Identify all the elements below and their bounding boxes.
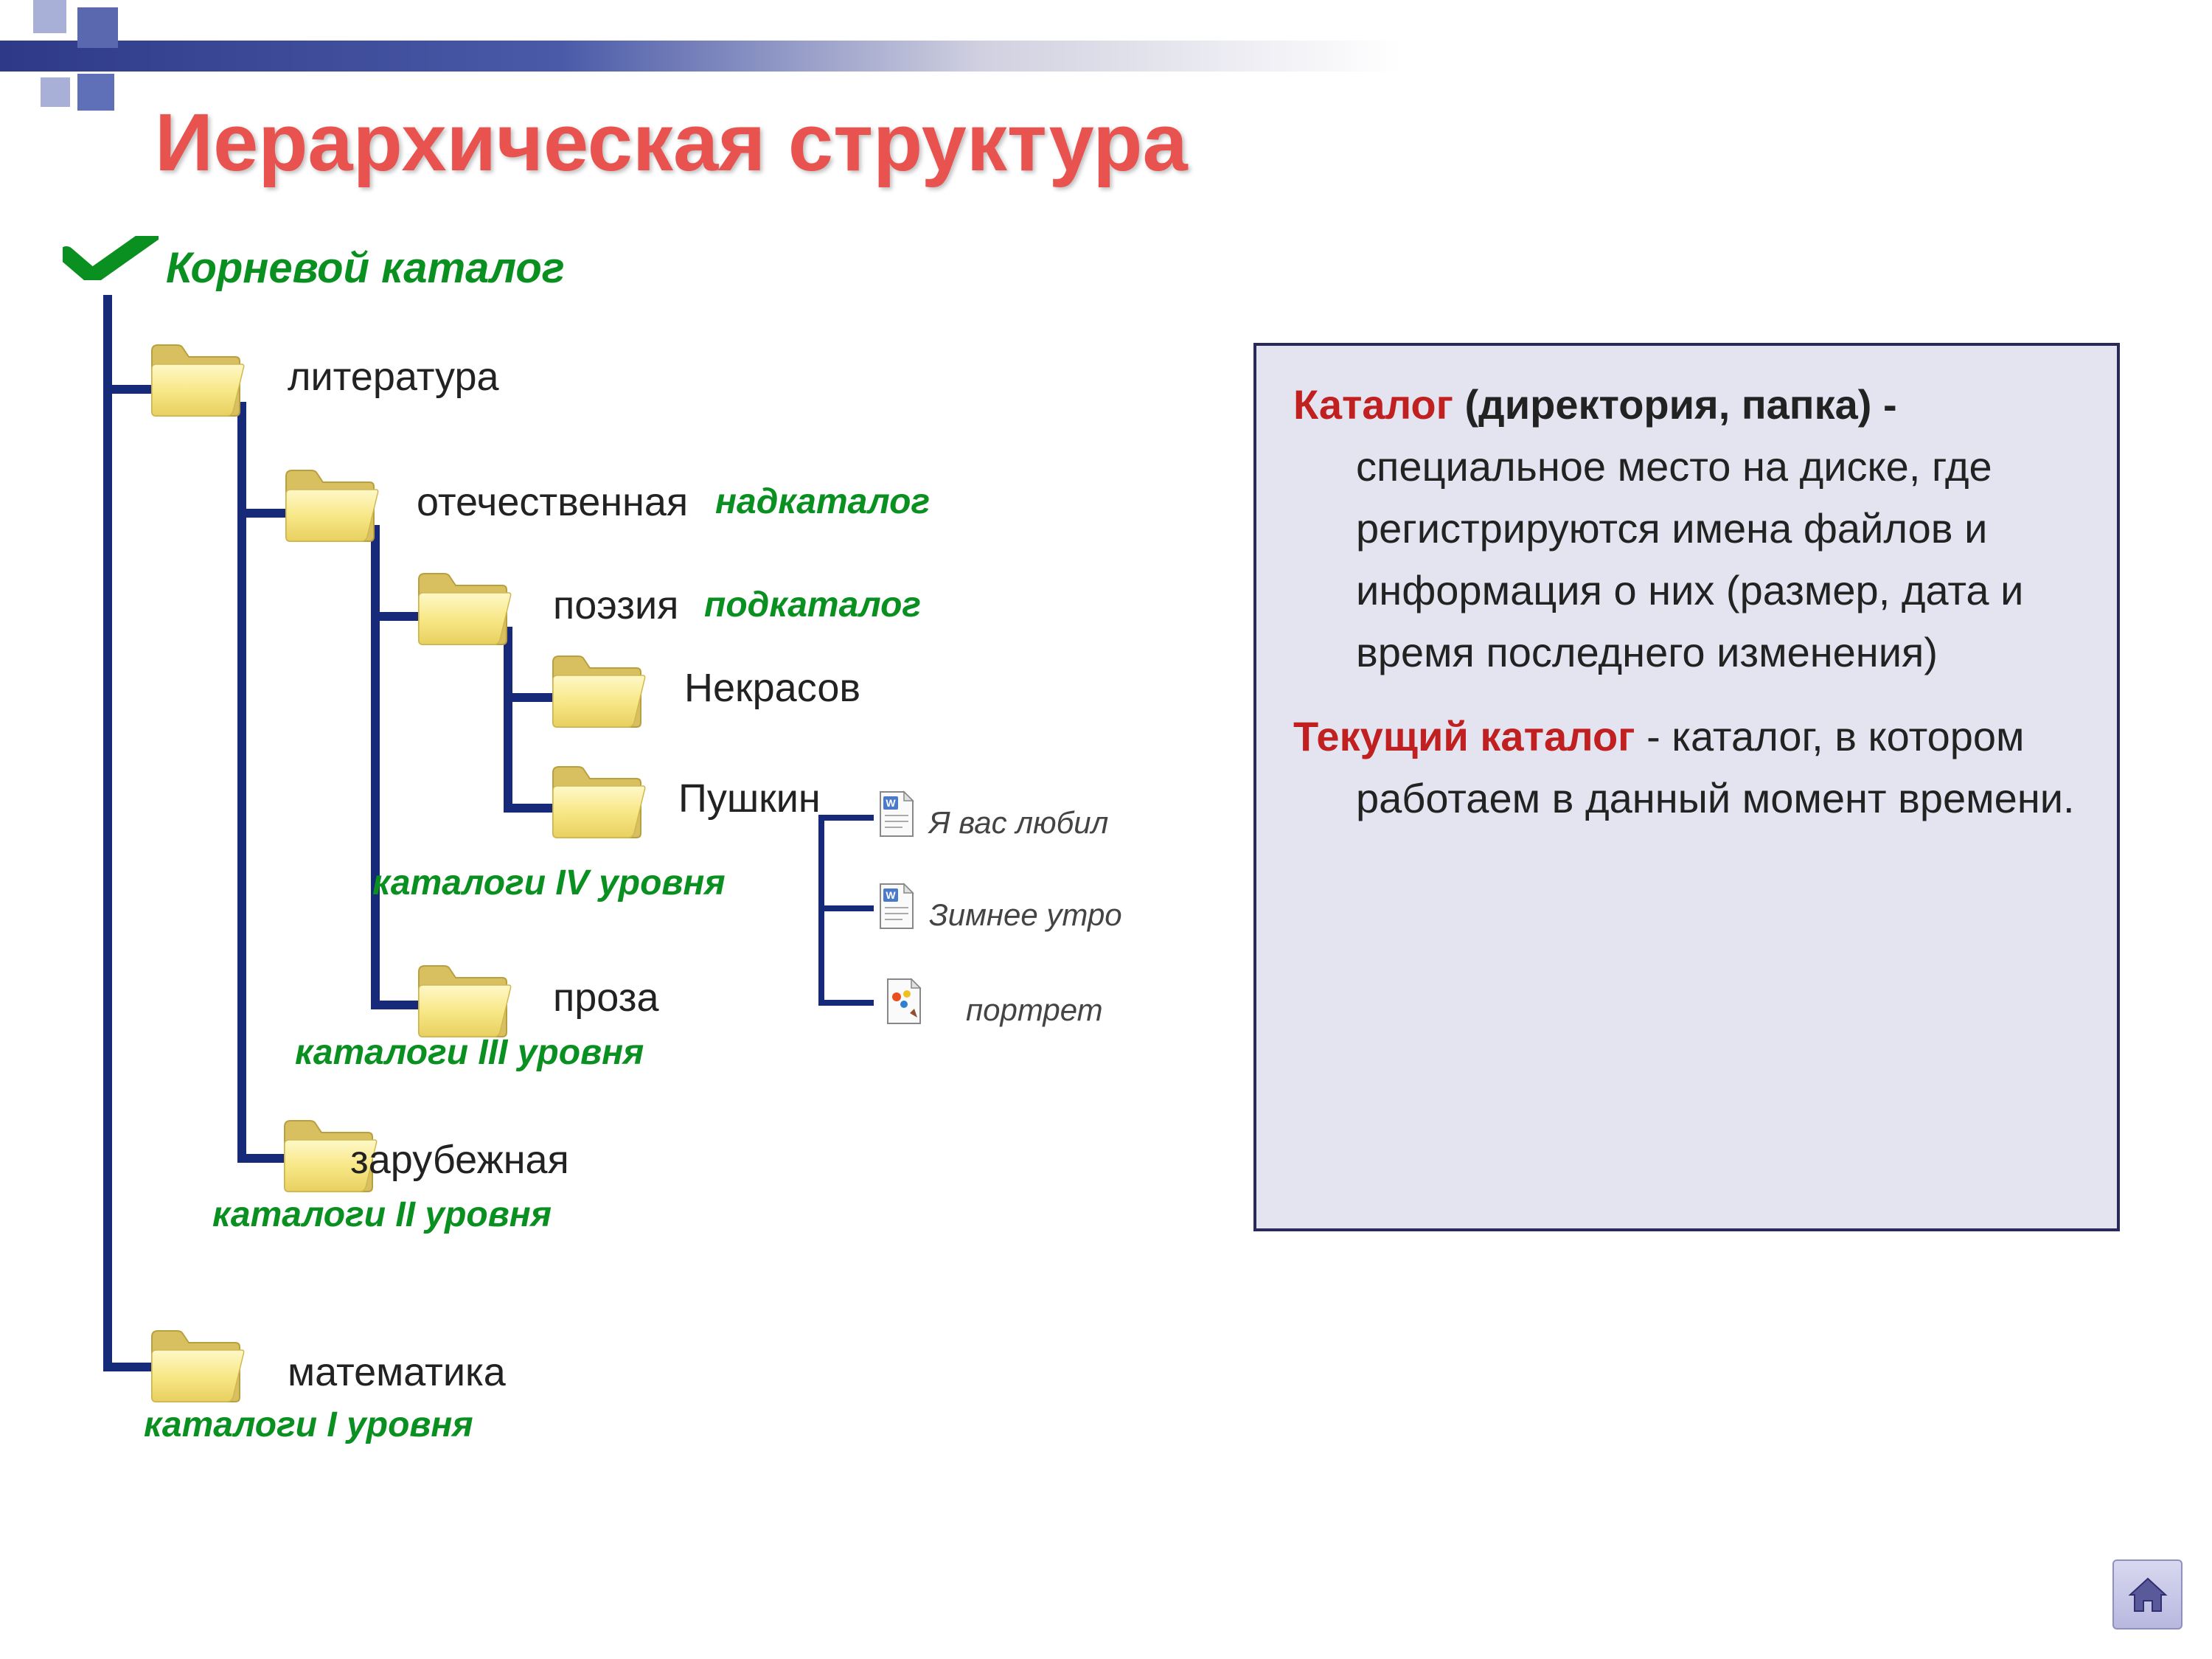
tree-line [818, 1000, 874, 1006]
definition-current-catalog: Текущий каталог - каталог, в котором раб… [1293, 706, 2080, 830]
tree-line [818, 905, 874, 911]
term-current: Текущий каталог [1293, 713, 1635, 759]
folder-label-domestic: отечественная [417, 479, 688, 525]
folder-poetry [413, 566, 512, 647]
file-loved: W [876, 790, 917, 839]
tree-line [371, 525, 380, 1008]
folder-literature [146, 338, 246, 419]
folder-label-nekrasov: Некрасов [684, 665, 860, 711]
folder-label-foreign: зарубежная [350, 1137, 569, 1183]
folder-label-math: математика [288, 1349, 506, 1395]
folder-label-pushkin: Пушкин [678, 776, 821, 821]
tree-line [103, 295, 112, 1371]
folder-math [146, 1324, 246, 1405]
annotation-4: каталоги II уровня [212, 1194, 552, 1235]
folder-label-literature: литература [288, 354, 499, 400]
file-label-morning: Зимнее утро [929, 897, 1122, 933]
annotation-3: каталоги III уровня [295, 1032, 644, 1073]
annotation-5: каталоги I уровня [144, 1405, 473, 1445]
annotation-2: каталоги IV уровня [372, 863, 726, 903]
file-label-loved: Я вас любил [929, 805, 1108, 841]
page-title: Иерархическая структура [155, 96, 1188, 189]
folder-pushkin [547, 759, 647, 841]
svg-text:W: W [886, 797, 896, 809]
header-decoration [0, 0, 2212, 81]
annotation-0: надкаталог [715, 481, 930, 522]
folder-label-poetry: поэзия [553, 582, 678, 628]
folder-label-prose: проза [553, 975, 659, 1020]
file-portrait [883, 978, 925, 1026]
file-morning: W [876, 883, 917, 931]
term-catalog: Каталог [1293, 381, 1453, 428]
home-icon [2126, 1573, 2170, 1617]
file-label-portrait: портрет [966, 992, 1103, 1028]
annotation-1: подкаталог [704, 585, 921, 625]
info-box: Каталог (директория, папка) - специально… [1253, 343, 2120, 1231]
folder-domestic [280, 463, 380, 544]
folder-prose [413, 959, 512, 1040]
root-tick-icon [63, 236, 159, 280]
svg-text:W: W [886, 889, 896, 901]
folder-nekrasov [547, 649, 647, 730]
definition-catalog: Каталог (директория, папка) - специально… [1293, 374, 2080, 684]
home-button[interactable] [2112, 1559, 2183, 1630]
root-label: Корневой каталог [166, 243, 565, 293]
tree-line [818, 815, 874, 821]
tree-line [504, 627, 512, 810]
